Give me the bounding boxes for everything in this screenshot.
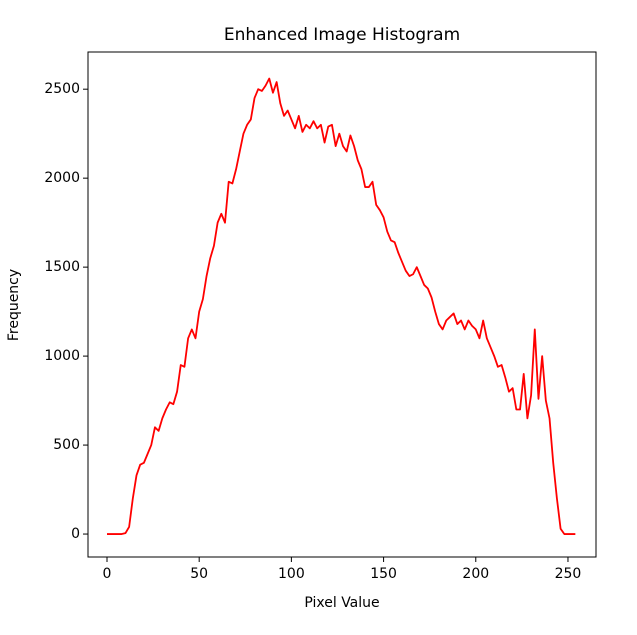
x-tick-label: 100 bbox=[278, 566, 305, 582]
y-tick-label: 500 bbox=[53, 437, 80, 453]
histogram-line bbox=[106, 77, 576, 535]
y-tick-label: 2500 bbox=[44, 81, 80, 97]
x-tick-label: 250 bbox=[555, 566, 582, 582]
x-tick-label: 150 bbox=[370, 566, 397, 582]
x-tick-label: 200 bbox=[462, 566, 489, 582]
y-tick-label: 0 bbox=[71, 526, 80, 542]
y-tick-label: 1500 bbox=[44, 259, 80, 275]
y-tick-label: 2000 bbox=[44, 170, 80, 186]
y-axis-label: Frequency bbox=[6, 269, 22, 341]
chart-title: Enhanced Image Histogram bbox=[224, 25, 460, 45]
x-tick-label: 0 bbox=[103, 566, 112, 582]
x-tick-label: 50 bbox=[190, 566, 208, 582]
plot-frame bbox=[87, 51, 597, 558]
x-axis-label: Pixel Value bbox=[304, 595, 379, 611]
y-tick-label: 1000 bbox=[44, 348, 80, 364]
